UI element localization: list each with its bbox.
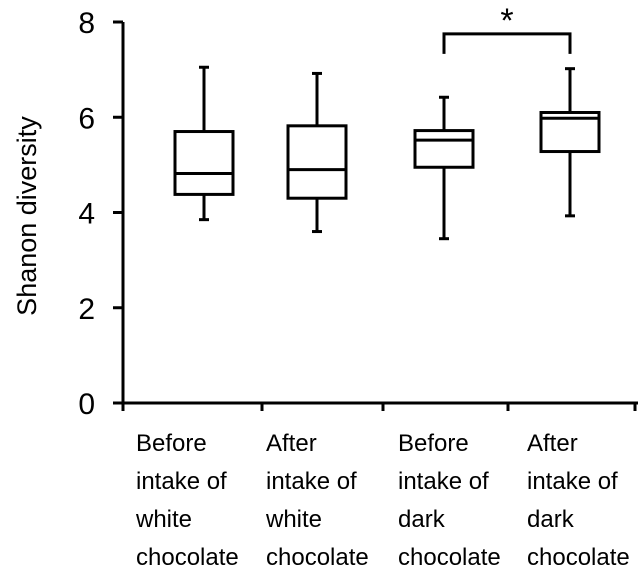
significance-label: * (500, 2, 513, 40)
x-category-label: Before intake of dark chocolate (398, 430, 501, 569)
box-3 (413, 95, 475, 241)
y-tick-label: 6 (78, 102, 95, 135)
box-2 (286, 71, 348, 234)
x-category-label-line: intake of (527, 468, 618, 495)
x-category-label-line: chocolate (136, 544, 239, 569)
x-category-label-line: chocolate (398, 544, 501, 569)
box-4 (539, 67, 601, 218)
x-category-label-line: intake of (136, 468, 227, 495)
box-1 (173, 65, 235, 222)
y-tick-label: 4 (78, 198, 95, 231)
x-category-label-line: Before (398, 430, 469, 457)
y-tick-label: 8 (78, 7, 95, 40)
y-tick-label: 2 (78, 293, 95, 326)
x-category-label-line: white (135, 506, 192, 533)
x-category-label: After intake of dark chocolate (527, 430, 630, 569)
box-rect (413, 129, 475, 169)
axis-labels: 0 2 4 6 8 Before intake of white chocolate After i… (78, 7, 629, 569)
box-marks: * (173, 2, 601, 241)
x-category-label-line: chocolate (527, 544, 630, 569)
axes (113, 20, 638, 411)
x-category-label: Before intake of white chocolate (135, 430, 239, 569)
x-category-label: After intake of white chocolate (265, 430, 369, 569)
x-category-label-line: chocolate (266, 544, 369, 569)
x-category-label-line: Before (136, 430, 207, 457)
y-tick-label: 0 (78, 388, 95, 421)
x-category-label-line: white (265, 506, 322, 533)
x-category-label-line: dark (398, 506, 446, 533)
x-category-label-line: dark (527, 506, 575, 533)
x-category-label-line: After (266, 430, 317, 457)
x-category-label-line: intake of (398, 468, 489, 495)
significance-bracket: * (442, 2, 572, 54)
y-axis-label: Shanon diversity (12, 116, 42, 316)
x-category-label-line: intake of (266, 468, 357, 495)
box-rect (173, 130, 235, 196)
x-category-label-line: After (527, 430, 578, 457)
bracket-line (442, 32, 572, 54)
box-rect (286, 124, 348, 200)
